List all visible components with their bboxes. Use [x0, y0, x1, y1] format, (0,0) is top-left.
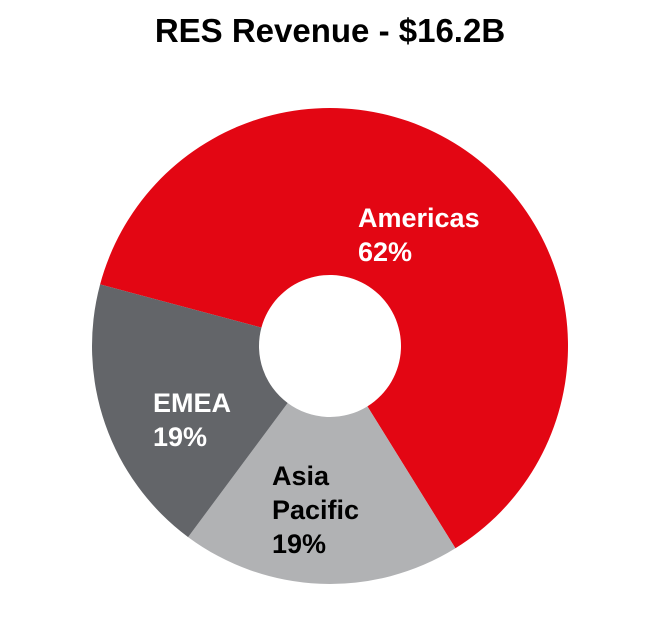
- label-emea: EMEA 19%: [153, 386, 231, 454]
- chart-title: RES Revenue - $16.2B: [154, 12, 506, 49]
- slice-americas: [100, 108, 568, 549]
- slice-asia-pacific: [188, 403, 456, 585]
- slice-emea: [91, 284, 288, 538]
- label-emea-name: EMEA: [153, 388, 232, 418]
- label-americas: Americas 62%: [358, 201, 480, 269]
- label-emea-value: 19%: [153, 422, 208, 452]
- label-asia-pacific-line1: Asia: [272, 461, 330, 491]
- label-asia-pacific: Asia Pacific 19%: [272, 459, 359, 561]
- label-americas-value: 62%: [358, 237, 413, 267]
- label-asia-pacific-value: 19%: [272, 529, 327, 559]
- label-americas-name: Americas: [358, 203, 480, 233]
- label-asia-pacific-line2: Pacific: [272, 495, 360, 525]
